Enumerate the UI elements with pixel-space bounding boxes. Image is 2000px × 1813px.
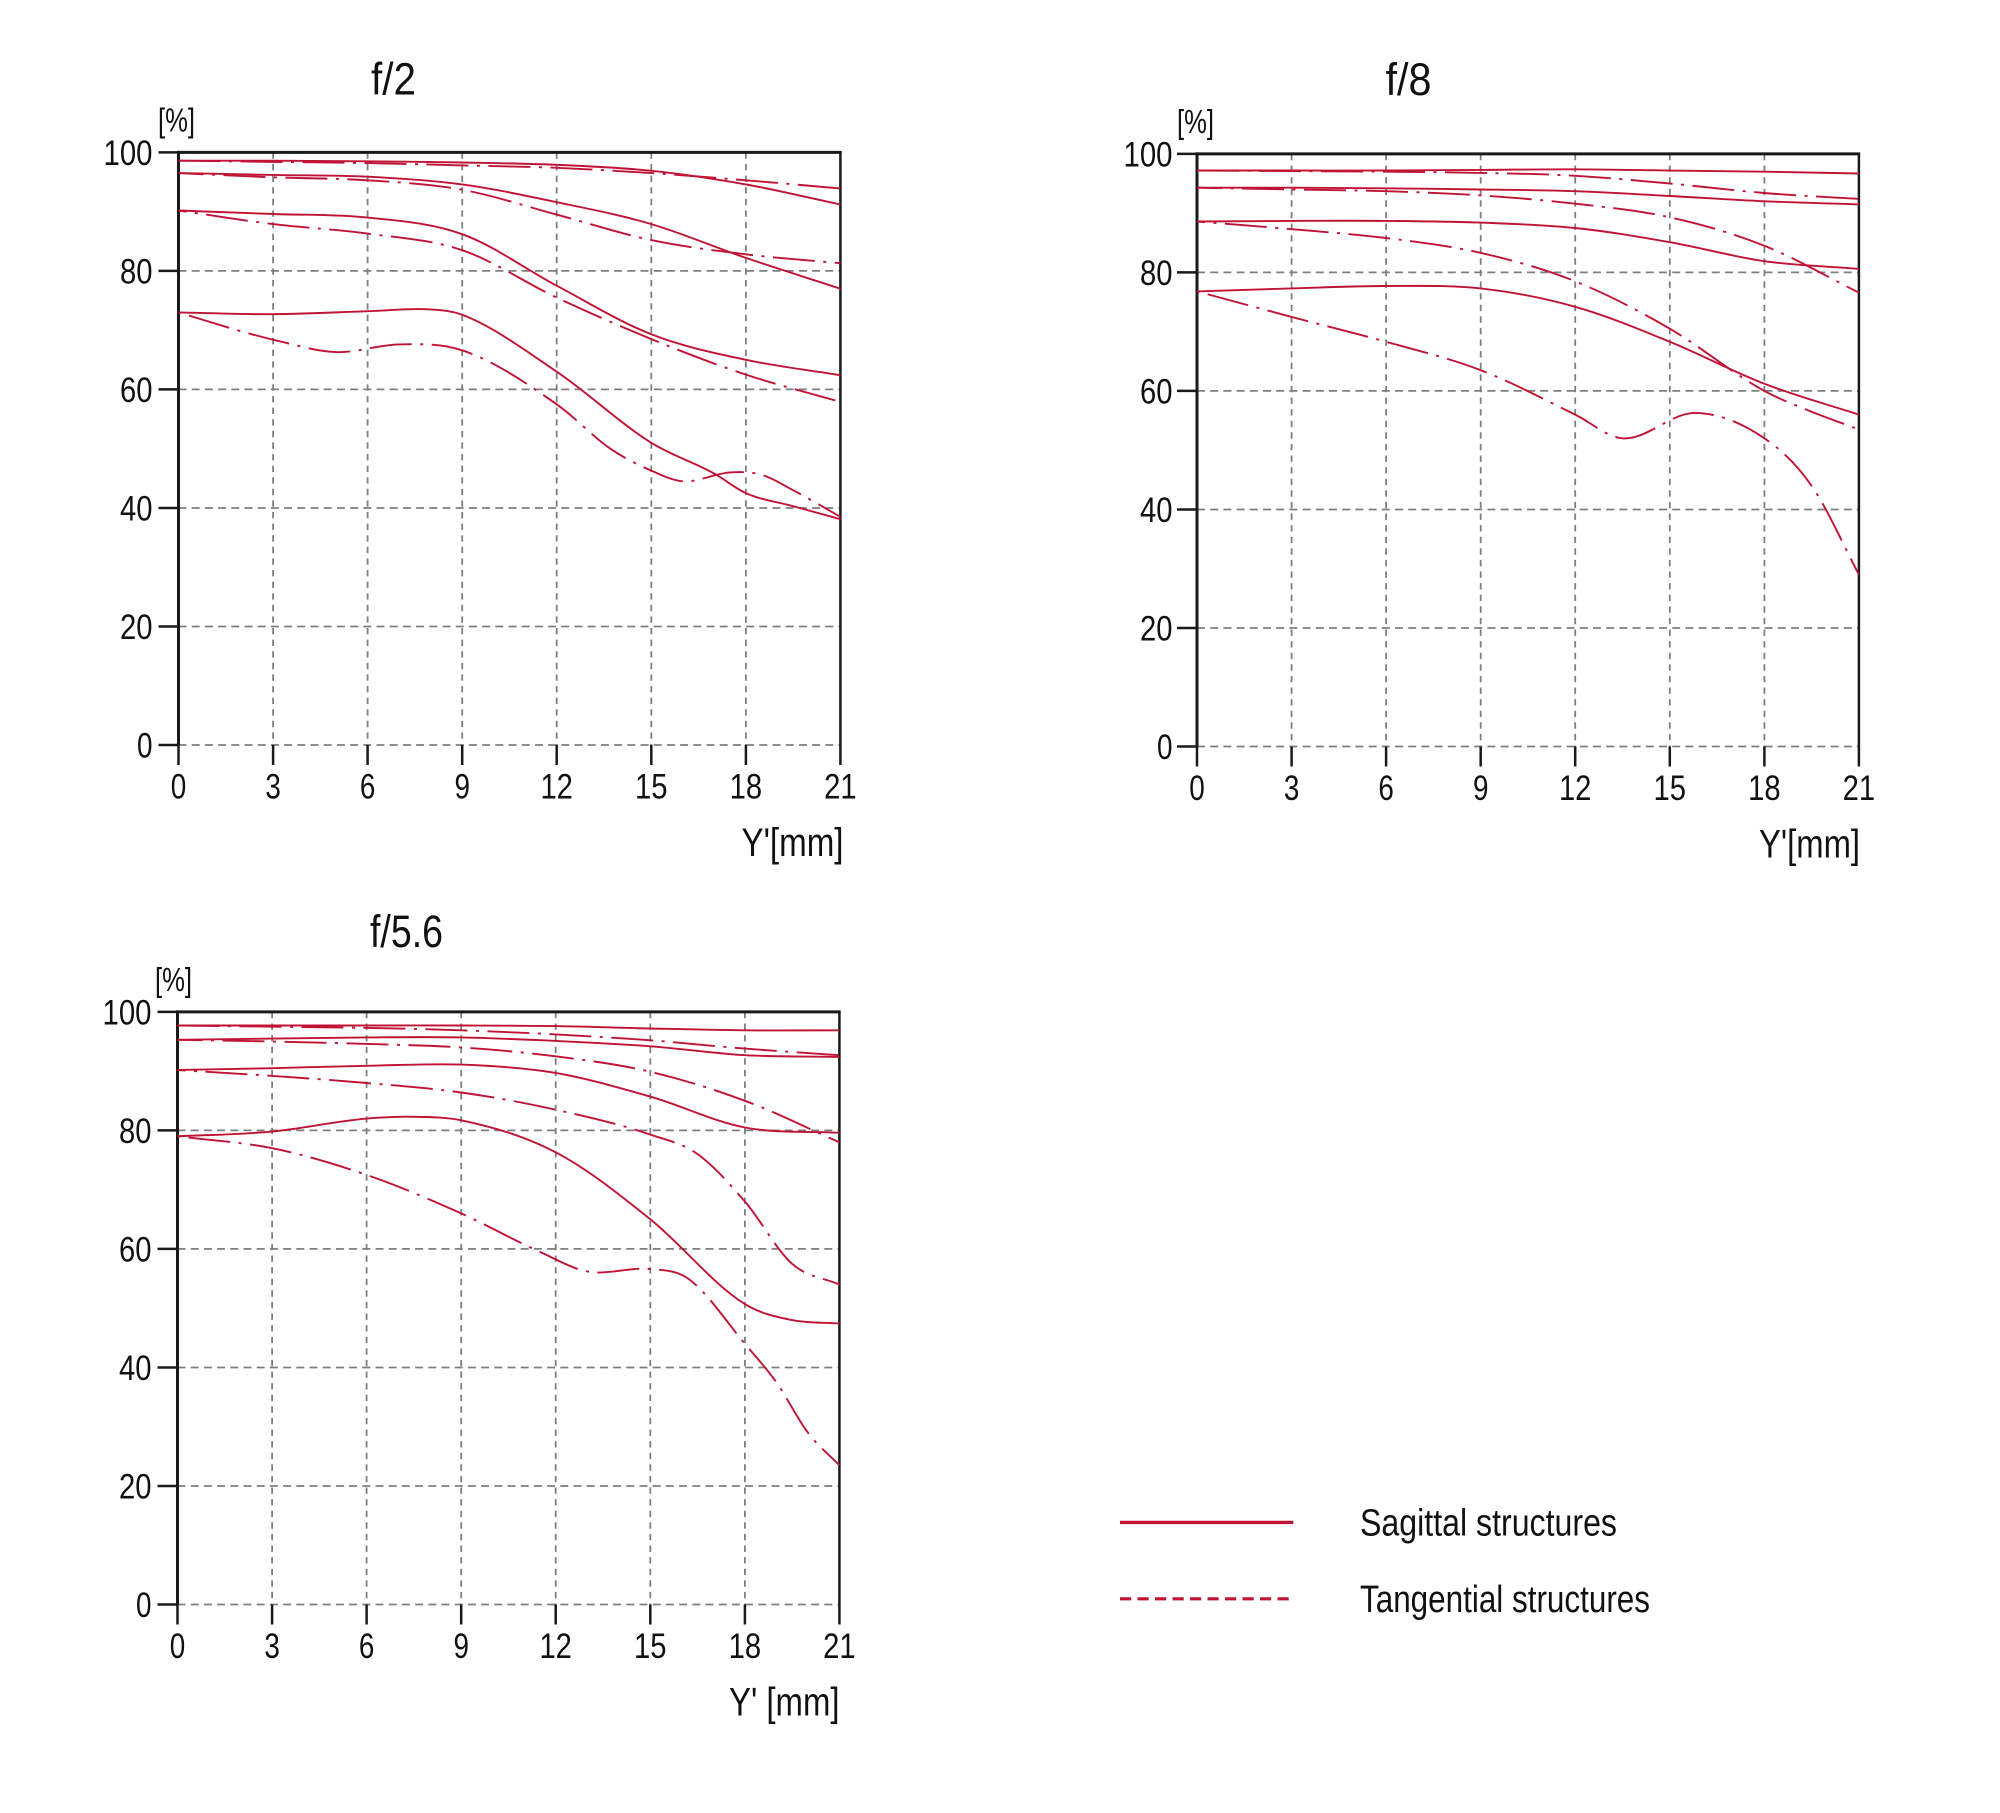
svg-text:[%]: [%] xyxy=(1177,103,1214,140)
svg-text:Tangential structures: Tangential structures xyxy=(1360,1579,1650,1621)
svg-text:40: 40 xyxy=(120,489,153,529)
svg-text:21: 21 xyxy=(823,1626,856,1666)
svg-text:20: 20 xyxy=(1140,609,1173,649)
svg-text:Y'[mm]: Y'[mm] xyxy=(1759,823,1860,867)
svg-text:9: 9 xyxy=(454,767,470,807)
svg-text:12: 12 xyxy=(1559,768,1592,808)
svg-text:18: 18 xyxy=(1748,768,1781,808)
svg-text:f/8: f/8 xyxy=(1386,54,1432,105)
svg-text:Y' [mm]: Y' [mm] xyxy=(729,1681,840,1725)
svg-text:3: 3 xyxy=(264,1626,280,1666)
svg-text:18: 18 xyxy=(730,767,763,807)
svg-text:Y'[mm]: Y'[mm] xyxy=(742,821,844,865)
svg-text:0: 0 xyxy=(1157,727,1173,767)
svg-text:15: 15 xyxy=(634,1626,667,1666)
svg-text:80: 80 xyxy=(120,252,153,292)
svg-text:0: 0 xyxy=(137,726,153,766)
svg-text:40: 40 xyxy=(119,1348,152,1388)
svg-text:21: 21 xyxy=(824,767,857,807)
svg-text:3: 3 xyxy=(265,767,281,807)
svg-text:6: 6 xyxy=(360,767,376,807)
svg-text:6: 6 xyxy=(1378,768,1394,808)
svg-text:0: 0 xyxy=(171,767,187,807)
svg-text:12: 12 xyxy=(540,767,573,807)
svg-text:21: 21 xyxy=(1843,768,1876,808)
svg-text:0: 0 xyxy=(1189,768,1205,808)
svg-text:60: 60 xyxy=(1140,372,1173,412)
svg-text:9: 9 xyxy=(1473,768,1489,808)
svg-text:18: 18 xyxy=(729,1626,762,1666)
svg-text:60: 60 xyxy=(120,370,153,410)
svg-text:[%]: [%] xyxy=(155,961,192,998)
svg-text:15: 15 xyxy=(1654,768,1687,808)
svg-text:20: 20 xyxy=(119,1467,152,1507)
svg-text:[%]: [%] xyxy=(158,101,195,138)
svg-text:60: 60 xyxy=(119,1230,152,1270)
svg-text:40: 40 xyxy=(1140,490,1173,530)
svg-text:6: 6 xyxy=(359,1626,375,1666)
svg-text:Sagittal structures: Sagittal structures xyxy=(1360,1503,1617,1545)
svg-text:20: 20 xyxy=(120,607,153,647)
svg-text:100: 100 xyxy=(103,993,152,1033)
svg-text:f/5.6: f/5.6 xyxy=(370,906,443,957)
svg-text:9: 9 xyxy=(453,1626,469,1666)
svg-text:80: 80 xyxy=(119,1111,152,1151)
svg-text:0: 0 xyxy=(136,1585,152,1625)
svg-text:0: 0 xyxy=(170,1626,186,1666)
svg-text:3: 3 xyxy=(1284,768,1300,808)
svg-text:100: 100 xyxy=(104,133,153,173)
svg-text:15: 15 xyxy=(635,767,668,807)
svg-text:100: 100 xyxy=(1124,135,1173,175)
svg-text:f/2: f/2 xyxy=(371,53,416,104)
svg-text:80: 80 xyxy=(1140,253,1173,293)
svg-text:12: 12 xyxy=(539,1626,572,1666)
